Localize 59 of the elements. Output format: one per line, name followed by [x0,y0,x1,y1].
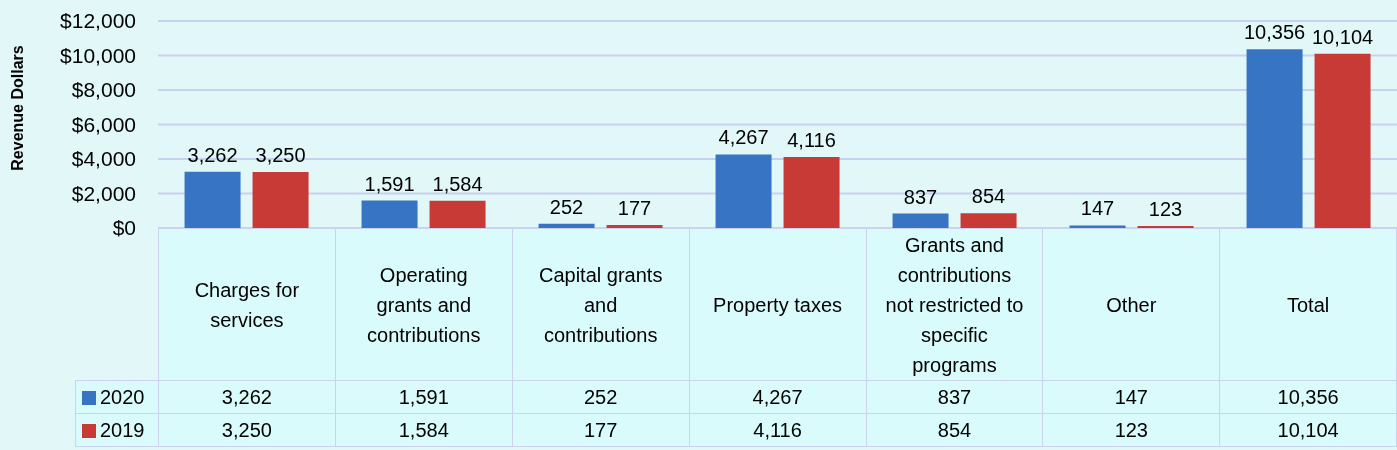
text: 10,104 [1311,25,1374,48]
text: 1,591 [364,172,415,195]
data-label: 4,267 [689,380,866,414]
bar [184,171,241,228]
data-label: 4,116 [689,413,866,447]
bar [538,223,595,228]
bar [1069,225,1126,228]
y-axis-title: Revenue Dollars [9,45,26,171]
x-tick-label: Other [1106,293,1157,316]
bar [429,200,486,228]
data-label: 10,104 [1219,413,1397,447]
bar [1314,53,1371,228]
text: 147 [1080,197,1115,220]
x-tick-label: Charges for services [194,278,300,331]
data-label: 837 [866,380,1043,414]
y-tick-label: $8,000 [71,78,136,102]
text: 10,356 [1243,21,1306,44]
data-label: 123 [1042,413,1220,447]
text: 4,116 [787,129,836,151]
text: 1,584 [432,172,483,195]
text: 854 [971,185,1006,208]
bar [892,213,949,228]
bar [715,154,772,228]
y-tick-label: $10,000 [60,43,136,67]
bar [361,200,418,228]
text: 3,250 [255,143,306,166]
y-tick-label: $4,000 [71,147,136,171]
text: 252 [549,195,584,218]
data-label: 252 [512,380,690,414]
bar [606,224,663,228]
x-tick-label: Operating grants and contributions [367,263,481,346]
x-tick-label: Grants and contributions not restricted to specific programs [885,233,1024,376]
y-tick-label: $0 [112,216,136,240]
y-tick-label: $6,000 [71,112,136,136]
x-tick-label: Total [1286,293,1330,316]
x-tick-label: Property taxes [713,293,843,316]
bar [252,171,309,228]
legend-label: 2020 [100,386,145,409]
y-tick-label: $12,000 [60,9,136,33]
bar [783,157,840,228]
data-label: 10,356 [1219,380,1397,414]
data-label: 147 [1042,380,1220,414]
text: 177 [617,196,652,219]
data-label: 177 [512,413,690,447]
data-label: 854 [866,413,1043,447]
data-label: 1,591 [335,380,513,414]
y-tick-label: $2,000 [71,181,136,205]
text: 3,262 [187,143,238,166]
bar [960,213,1017,228]
text: 4,267 [718,126,769,149]
data-label: 3,250 [158,413,336,447]
data-label: 1,584 [335,413,513,447]
legend-label: 2019 [100,419,145,442]
text: 837 [903,185,938,208]
bar [1246,49,1303,228]
data-label: 3,262 [158,380,336,414]
x-tick-label: Capital grants and contributions [538,263,663,346]
bar [1137,225,1194,228]
text: 123 [1148,197,1183,220]
